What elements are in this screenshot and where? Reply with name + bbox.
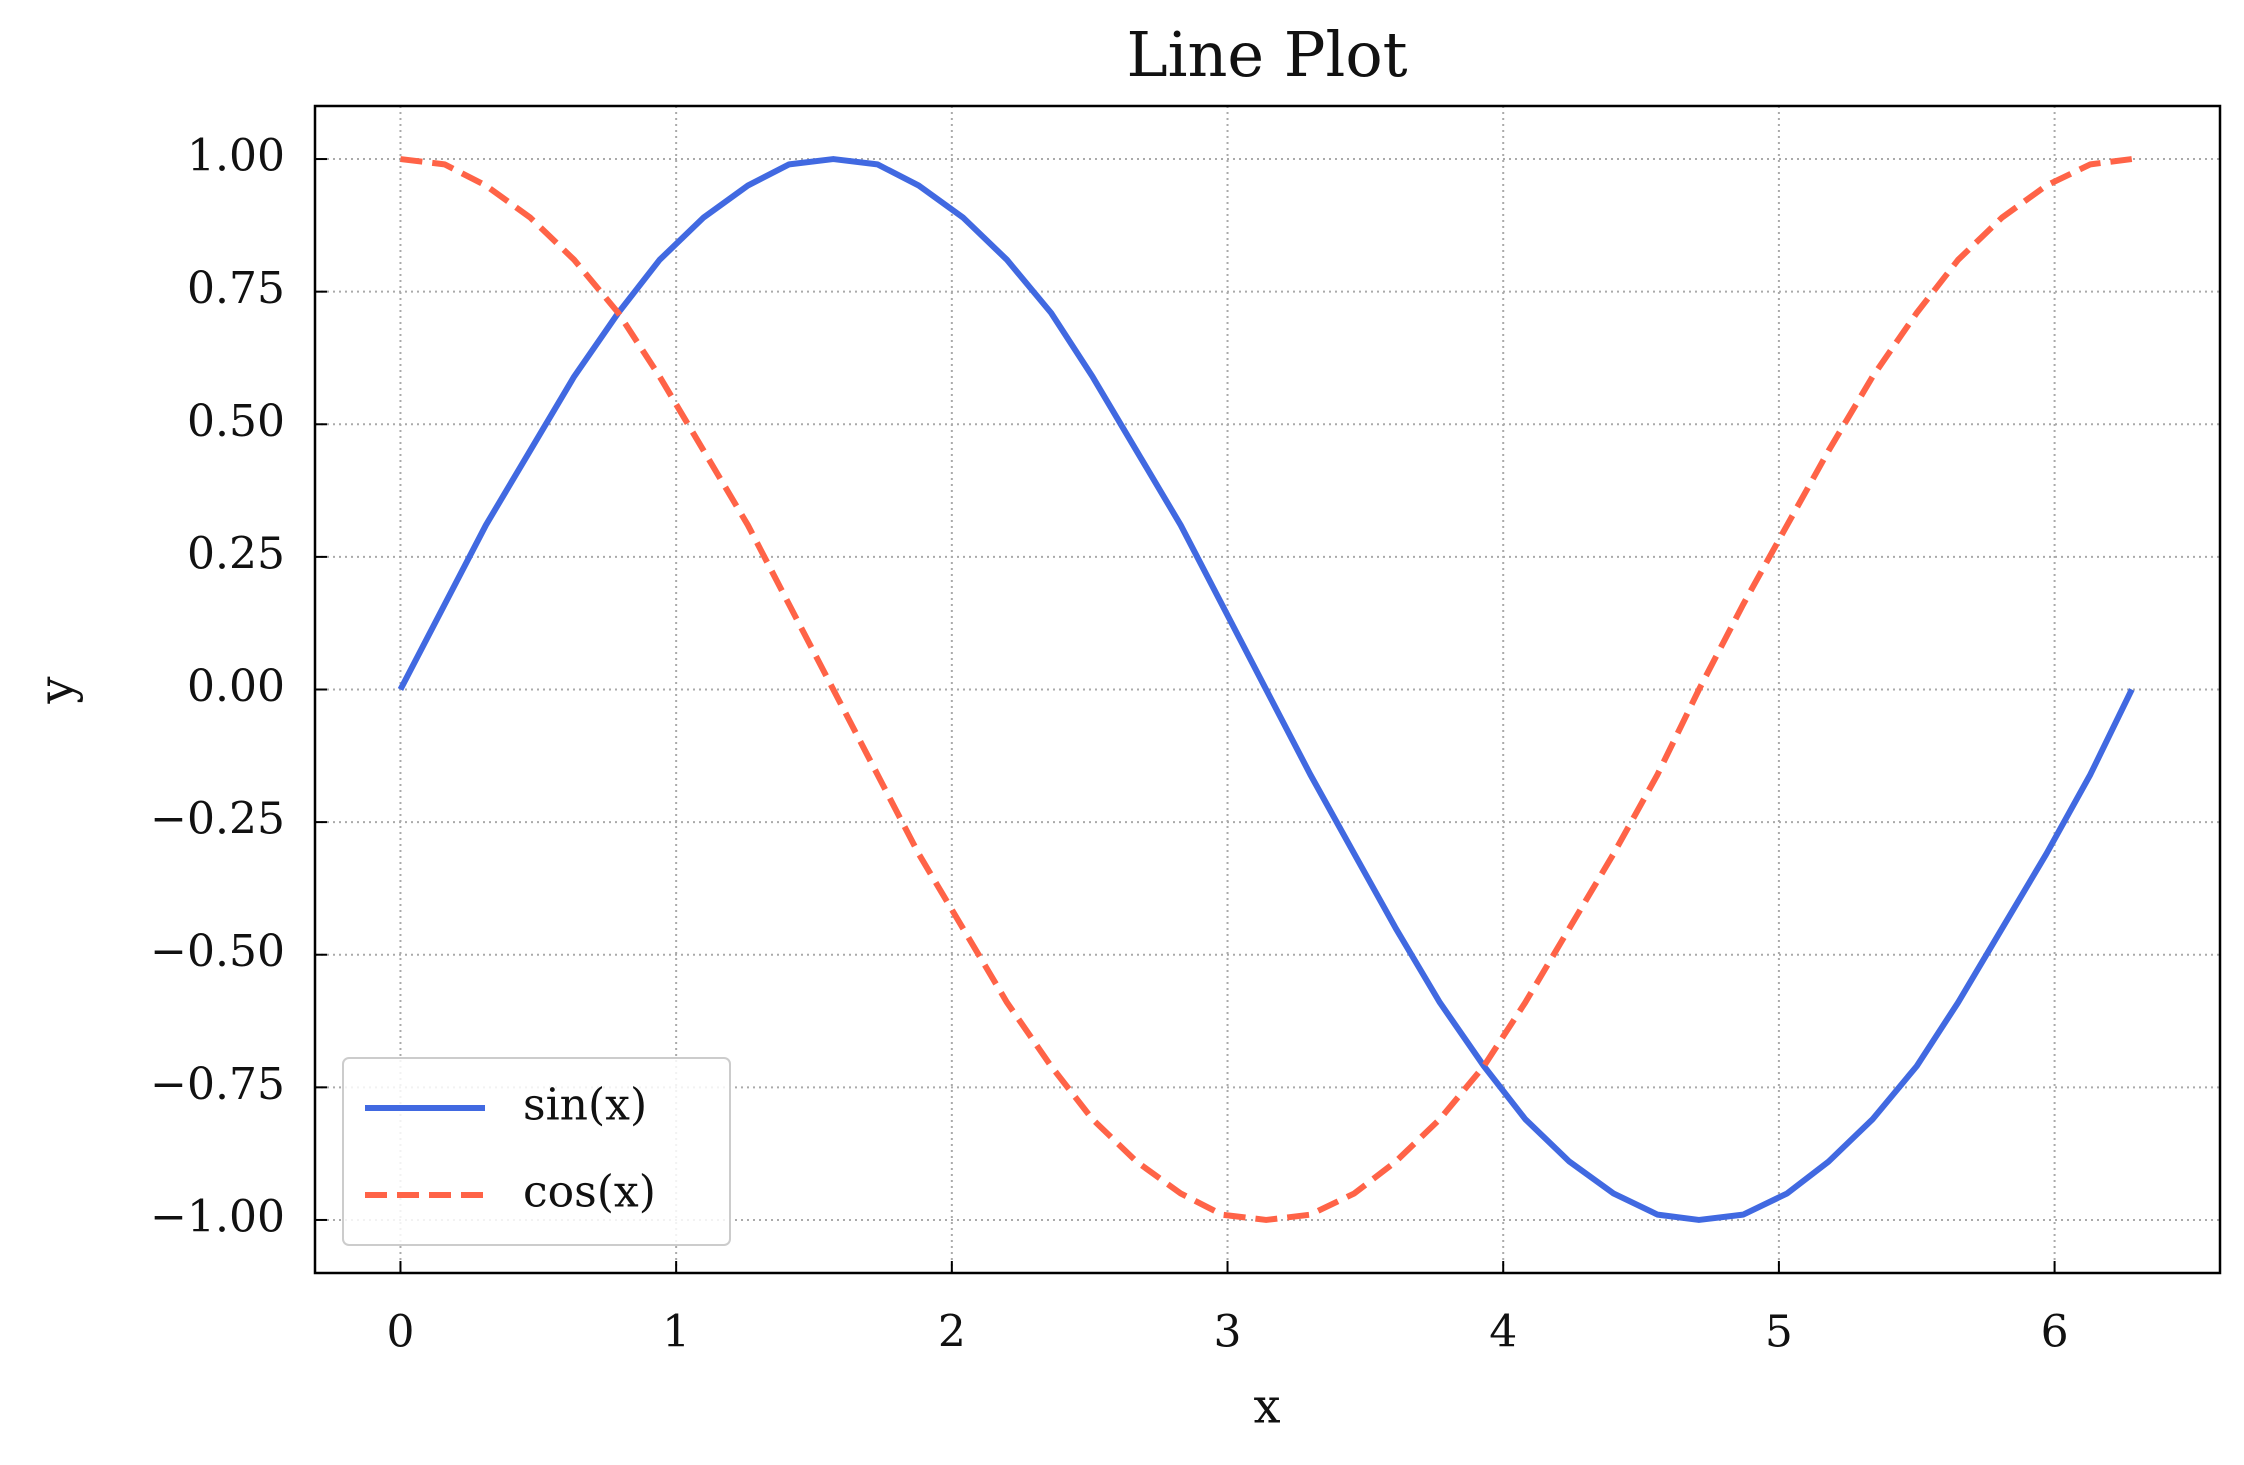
- chart-title: Line Plot: [1126, 18, 1407, 91]
- y-tick-label: −1.00: [150, 1191, 285, 1242]
- x-tick-label: 6: [2041, 1307, 2069, 1358]
- y-tick-label: 0.50: [187, 396, 285, 447]
- line: [400, 156, 2133, 1223]
- y-tick-label: 1.00: [187, 131, 285, 182]
- y-tick-label: 0.75: [187, 263, 285, 314]
- y-tick-label: −0.75: [150, 1059, 285, 1110]
- line: [397, 156, 2135, 1223]
- y-tick-label: 0.25: [187, 528, 285, 579]
- legend-box: [342, 1057, 731, 1246]
- x-tick-label: 1: [662, 1307, 690, 1358]
- legend-label: cos(x): [523, 1167, 656, 1218]
- legend-label: sin(x): [523, 1080, 647, 1131]
- plot-frame: [313, 104, 2222, 1275]
- y-tick-label: −0.50: [150, 926, 285, 977]
- x-tick-label: 0: [386, 1307, 414, 1358]
- x-tick-label: 2: [938, 1307, 966, 1358]
- y-tick-label: 0.00: [187, 661, 285, 712]
- x-tick-label: 5: [1765, 1307, 1793, 1358]
- x-tick-label: 3: [1214, 1307, 1242, 1358]
- y-axis-label: y: [29, 676, 85, 704]
- x-axis-label: x: [1253, 1379, 1280, 1435]
- y-tick-label: −0.25: [150, 794, 285, 845]
- x-tick-label: 4: [1489, 1307, 1517, 1358]
